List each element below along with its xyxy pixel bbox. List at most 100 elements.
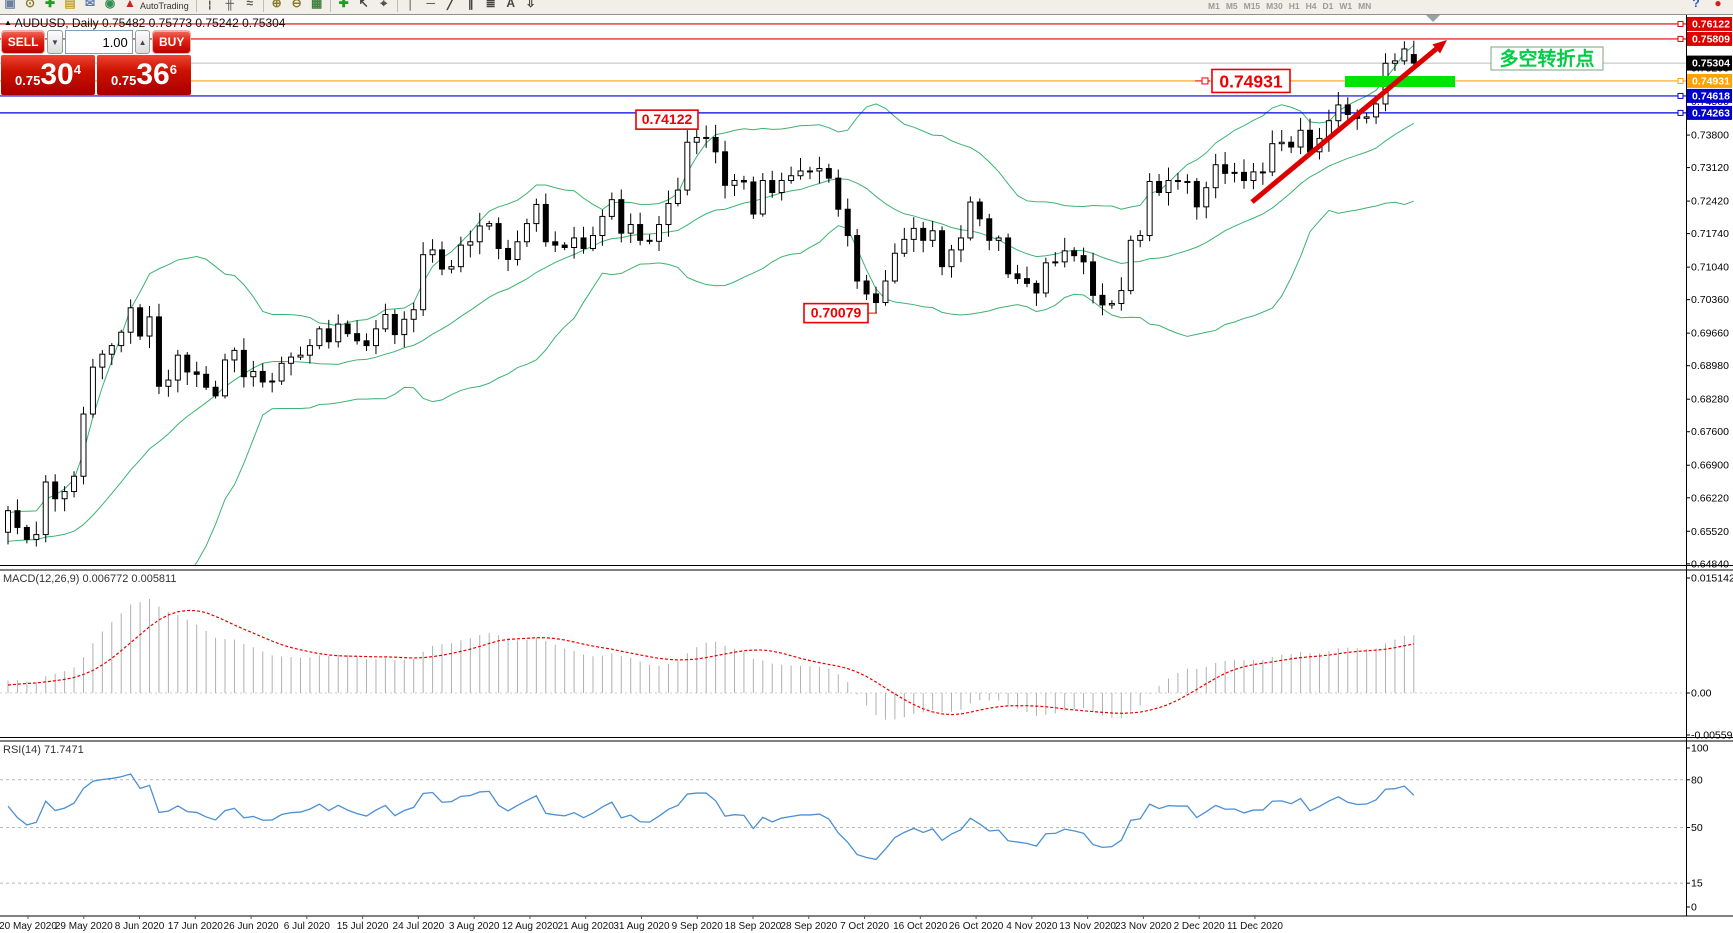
hline-price-badge — [1687, 16, 1732, 31]
price-callout-text[interactable]: 0.70079 — [811, 305, 862, 321]
indicators-icon[interactable]: ✚ — [338, 0, 349, 10]
timeframe-button-h4[interactable]: H4 — [1305, 1, 1317, 11]
candle-bull — [1335, 104, 1342, 122]
tile-windows-icon[interactable]: ▦ — [311, 0, 323, 10]
candle-bear — [722, 151, 729, 186]
history-center-icon[interactable]: ▤ — [64, 0, 76, 10]
web-icon[interactable]: ◉ — [104, 0, 116, 10]
note-text[interactable]: 多空转折点 — [1499, 47, 1594, 70]
timeframe-button-m5[interactable]: M5 — [1225, 1, 1238, 11]
autotrading-icon-label[interactable]: AutoTrading — [140, 1, 189, 11]
trend-arrow-line[interactable] — [1250, 47, 1438, 204]
candle-bull — [1165, 180, 1172, 193]
timeframe-button-m1[interactable]: M1 — [1208, 1, 1220, 11]
candle-bull — [1391, 60, 1398, 64]
timeframe-button-m15[interactable]: M15 — [1243, 1, 1261, 11]
candle-bear — [552, 241, 559, 246]
hline-handle[interactable] — [1677, 109, 1684, 116]
candles — [5, 40, 1417, 547]
autotrading-icon[interactable]: ▲ — [124, 0, 136, 10]
macd-tick-label: -0.005595 — [1691, 730, 1733, 742]
candle-bull — [1212, 164, 1219, 189]
date-label: 21 Aug 2020 — [558, 921, 615, 932]
candle-bull — [816, 168, 823, 172]
hline-price-badge-text: 0.74618 — [1692, 90, 1730, 102]
candle-chart-icon[interactable]: ╫ — [225, 0, 234, 10]
bar-chart-icon[interactable]: ┆ — [206, 0, 214, 10]
hline-handle[interactable] — [1677, 77, 1684, 84]
candle-bull — [1297, 129, 1304, 148]
buy-button[interactable]: BUY — [152, 30, 191, 54]
trendline-icon[interactable]: ╱ — [447, 0, 455, 10]
timeframe-button-d1[interactable]: D1 — [1322, 1, 1334, 11]
candle-bear — [14, 510, 21, 528]
one-click-trading-panel: SELL ▼ ▲ BUY 0.75 30 4 0.75 36 6 — [1, 30, 191, 95]
lot-increase-button[interactable]: ▲ — [134, 30, 151, 54]
mail-icon[interactable]: ✉ — [84, 0, 96, 10]
candle-bull — [429, 249, 436, 256]
arrows-icon[interactable]: ⇩ — [525, 0, 536, 10]
price-callout-box[interactable] — [635, 109, 699, 130]
candle-bear — [52, 481, 59, 500]
candle-bear — [561, 244, 568, 249]
help-icon[interactable]: ? — [1692, 0, 1700, 10]
candle-bear — [542, 203, 549, 243]
lot-size-input[interactable] — [64, 30, 133, 54]
zoom-out-icon[interactable]: ⊖ — [291, 0, 302, 10]
channel-icon[interactable]: ∥ — [467, 0, 474, 10]
cursor-icon[interactable]: ↖ — [358, 0, 369, 10]
macd-signal-line — [7, 609, 1414, 716]
zoom-in-icon[interactable]: ⊕ — [271, 0, 282, 10]
candle-bull — [948, 249, 955, 268]
timeframe-button-m30[interactable]: M30 — [1266, 1, 1283, 11]
timeframe-button-w1[interactable]: W1 — [1339, 1, 1353, 11]
crosshair-icon[interactable]: ⌖ — [380, 0, 388, 10]
candle-bull — [486, 223, 493, 227]
bid-price-badge — [1687, 55, 1732, 71]
candle-bear — [193, 371, 200, 375]
buy-price-display[interactable]: 0.75 36 6 — [97, 55, 191, 95]
date-label: 26 Jun 2020 — [224, 921, 279, 932]
trend-arrow-head[interactable] — [1432, 40, 1447, 54]
candle-bull — [533, 203, 540, 225]
sell-button[interactable]: SELL — [1, 30, 46, 54]
chart-shift-marker[interactable] — [1426, 15, 1440, 22]
rsi-tick-label: 100 — [1691, 743, 1709, 755]
line-chart-icon[interactable]: ≈ — [246, 0, 253, 10]
timeframe-button-mn[interactable]: MN — [1358, 1, 1372, 11]
candle-bear — [1288, 141, 1295, 148]
price-callout-box[interactable] — [1211, 68, 1291, 94]
hline-handle[interactable] — [1677, 35, 1684, 42]
candle-bull — [372, 328, 379, 347]
annotations: 多空转折点 0.74122 0.70079 0.74931 — [635, 15, 1604, 324]
candle-bull — [1401, 48, 1408, 62]
date-label: 28 Sep 2020 — [780, 921, 837, 932]
date-label: 26 Oct 2020 — [949, 921, 1004, 932]
chart-window-icon[interactable]: ▣ — [4, 0, 16, 10]
note-box[interactable] — [1490, 46, 1604, 71]
candle-bull — [410, 309, 417, 320]
candle-bear — [646, 239, 653, 242]
lot-decrease-button[interactable]: ▼ — [47, 30, 63, 54]
sell-price-big: 30 — [40, 58, 74, 91]
candle-bear — [712, 136, 719, 153]
candle-bull — [1203, 187, 1210, 208]
price-tick-label: 0.73800 — [1691, 130, 1729, 142]
hline-handle[interactable] — [1677, 92, 1684, 99]
fibonacci-icon[interactable]: ≣ — [485, 0, 496, 10]
hline-handle[interactable] — [1677, 20, 1684, 27]
candle-bull — [693, 136, 700, 143]
search-icon[interactable]: ⊙ — [24, 0, 36, 10]
sell-price-display[interactable]: 0.75 30 4 — [1, 55, 95, 95]
candle-bear — [1410, 54, 1417, 64]
horizontal-line-icon[interactable]: ─ — [426, 0, 435, 10]
text-label-icon[interactable]: A — [506, 0, 516, 10]
price-callout-text[interactable]: 0.74931 — [1219, 71, 1283, 91]
timeframe-button-h1[interactable]: H1 — [1288, 1, 1300, 11]
price-callout-text[interactable]: 0.74122 — [642, 111, 693, 127]
vertical-line-icon[interactable]: │ — [406, 0, 415, 10]
macd-panel[interactable] — [0, 570, 1733, 737]
new-order-icon[interactable]: ✚ — [44, 0, 56, 10]
community-icon[interactable]: ● — [1714, 0, 1722, 10]
